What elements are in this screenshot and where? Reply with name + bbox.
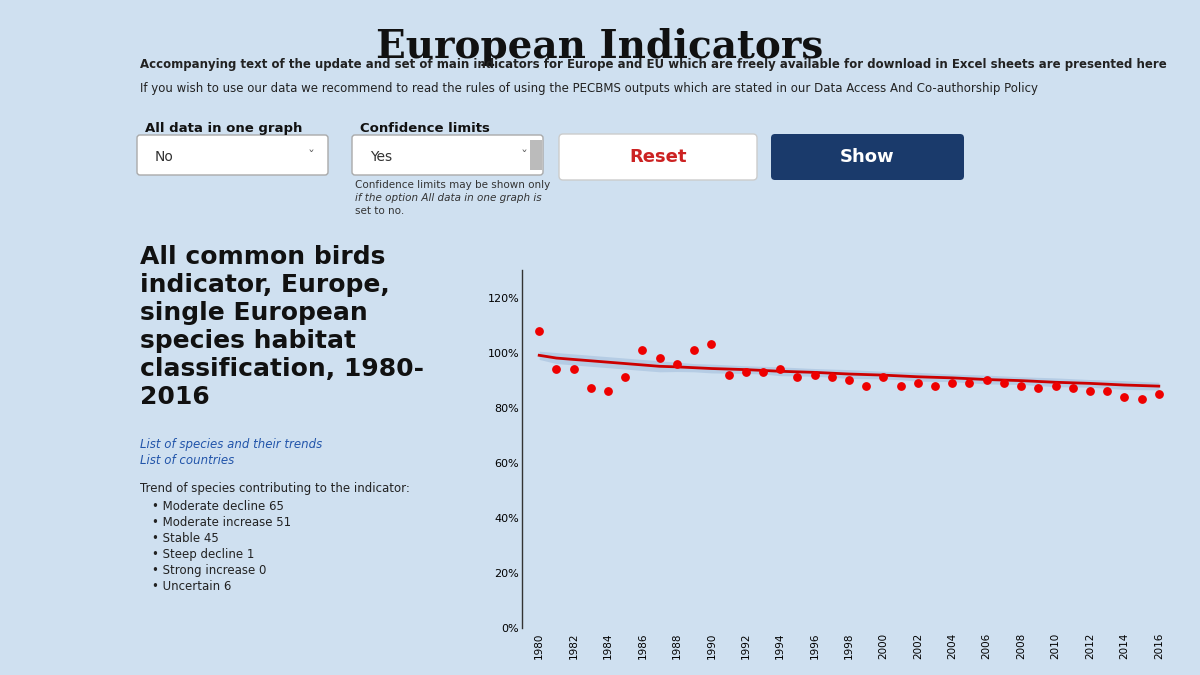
- Point: [547, 364, 566, 375]
- Point: [1080, 385, 1099, 396]
- Text: classification, 1980-: classification, 1980-: [140, 357, 424, 381]
- Text: No: No: [155, 150, 174, 164]
- Point: [736, 367, 755, 377]
- Text: • Strong increase 0: • Strong increase 0: [152, 564, 266, 577]
- Text: List of species and their trends: List of species and their trends: [140, 438, 323, 451]
- Point: [977, 375, 996, 385]
- Point: [1012, 380, 1031, 391]
- Point: [1115, 392, 1134, 402]
- Text: single European: single European: [140, 301, 367, 325]
- FancyBboxPatch shape: [559, 134, 757, 180]
- Text: Yes: Yes: [370, 150, 392, 164]
- Point: [805, 369, 824, 380]
- Point: [874, 372, 893, 383]
- Point: [943, 377, 962, 388]
- Point: [908, 377, 928, 388]
- Text: If you wish to use our data we recommend to read the rules of using the PECBMS o: If you wish to use our data we recommend…: [140, 82, 1038, 95]
- FancyBboxPatch shape: [352, 135, 542, 175]
- Text: • Steep decline 1: • Steep decline 1: [152, 548, 254, 561]
- Point: [616, 372, 635, 383]
- Text: ˇ: ˇ: [308, 150, 314, 164]
- Text: 2016: 2016: [140, 385, 210, 409]
- Text: indicator, Europe,: indicator, Europe,: [140, 273, 390, 297]
- Point: [840, 375, 859, 385]
- Point: [632, 344, 652, 355]
- Point: [599, 385, 618, 396]
- Point: [995, 377, 1014, 388]
- Point: [892, 380, 911, 391]
- Text: Trend of species contributing to the indicator:: Trend of species contributing to the ind…: [140, 482, 410, 495]
- Point: [857, 380, 876, 391]
- Text: Source of the data: EBCC/BirdLife/RSPB/CSO: Source of the data: EBCC/BirdLife/RSPB/C…: [584, 605, 816, 615]
- Point: [1046, 380, 1066, 391]
- Text: Show: Show: [840, 148, 894, 166]
- Point: [1132, 394, 1151, 405]
- Point: [1150, 388, 1169, 399]
- Point: [650, 352, 670, 363]
- Text: • Stable 45: • Stable 45: [152, 532, 218, 545]
- Point: [770, 364, 790, 375]
- Point: [684, 344, 703, 355]
- Point: [581, 383, 600, 394]
- Text: Confidence limits may be shown only: Confidence limits may be shown only: [355, 180, 551, 190]
- FancyBboxPatch shape: [772, 134, 964, 180]
- Text: ˇ: ˇ: [521, 150, 528, 164]
- Point: [787, 372, 806, 383]
- Text: if the option All data in one graph is: if the option All data in one graph is: [355, 193, 541, 203]
- Point: [564, 364, 583, 375]
- Text: • Uncertain 6: • Uncertain 6: [152, 580, 232, 593]
- Text: • Moderate increase 51: • Moderate increase 51: [152, 516, 292, 529]
- Point: [1098, 385, 1117, 396]
- Text: set to no.: set to no.: [355, 206, 404, 216]
- Text: species habitat: species habitat: [140, 329, 356, 353]
- FancyBboxPatch shape: [137, 135, 328, 175]
- Point: [925, 380, 944, 391]
- Point: [1028, 383, 1048, 394]
- Point: [960, 377, 979, 388]
- Point: [719, 369, 738, 380]
- Text: Reset: Reset: [629, 148, 686, 166]
- Text: • Moderate decline 65: • Moderate decline 65: [152, 500, 284, 513]
- Text: All common birds: All common birds: [140, 245, 385, 269]
- Point: [1063, 383, 1082, 394]
- Text: List of countries: List of countries: [140, 454, 234, 467]
- FancyBboxPatch shape: [530, 140, 542, 170]
- Text: All data in one graph: All data in one graph: [145, 122, 302, 135]
- Point: [754, 367, 773, 377]
- Text: European Indicators: European Indicators: [377, 28, 823, 66]
- Text: Confidence limits: Confidence limits: [360, 122, 490, 135]
- Point: [529, 325, 548, 336]
- Text: Accompanying text of the update and set of main indicators for Europe and EU whi: Accompanying text of the update and set …: [140, 58, 1166, 71]
- Point: [822, 372, 841, 383]
- Point: [702, 339, 721, 350]
- Point: [667, 358, 686, 369]
